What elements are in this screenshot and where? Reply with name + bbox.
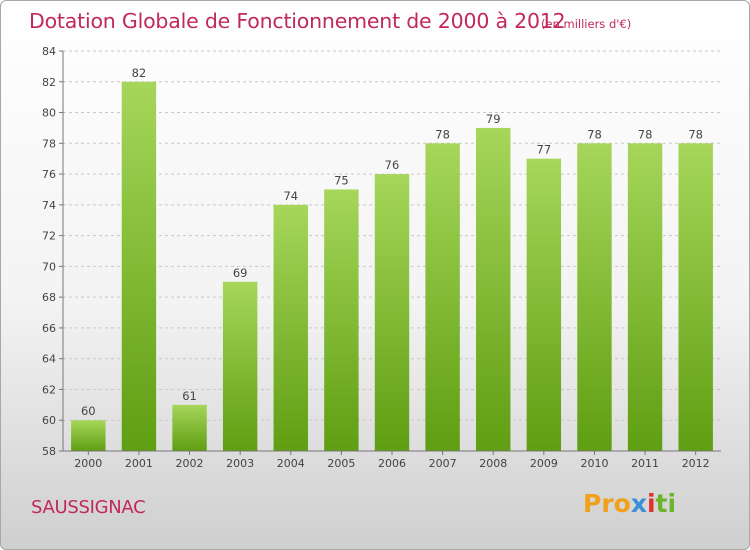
bar: [121, 81, 157, 452]
chart-title: Dotation Globale de Fonctionnement de 20…: [29, 9, 566, 33]
bar: [273, 204, 308, 451]
x-tick-label: 2012: [682, 457, 710, 470]
bar: [71, 420, 106, 451]
bar: [222, 281, 258, 451]
y-tick-label: 76: [42, 168, 56, 181]
bar: [425, 143, 460, 452]
data-label: 69: [233, 266, 248, 280]
logo-part-3: i: [646, 489, 656, 518]
data-label: 74: [283, 189, 298, 203]
y-tick-label: 58: [42, 445, 56, 458]
data-label: 78: [587, 127, 602, 141]
data-label: 78: [435, 127, 450, 141]
bar: [526, 158, 562, 451]
y-tick-label: 74: [42, 199, 56, 212]
y-tick-label: 72: [42, 230, 56, 243]
bar: [627, 143, 663, 452]
commune-name: SAUSSIGNAC: [31, 497, 146, 518]
y-tick-label: 60: [42, 414, 56, 427]
data-label: 78: [688, 127, 703, 141]
y-tick-label: 80: [42, 107, 56, 120]
data-label: 76: [385, 158, 400, 172]
x-tick-label: 2004: [277, 457, 305, 470]
x-tick-label: 2003: [226, 457, 254, 470]
data-label: 61: [182, 389, 197, 403]
x-tick-label: 2011: [631, 457, 659, 470]
y-tick-label: 66: [42, 322, 56, 335]
y-tick-label: 70: [42, 260, 56, 273]
data-label: 75: [334, 173, 349, 187]
x-tick-label: 2009: [530, 457, 558, 470]
x-tick-label: 2005: [327, 457, 355, 470]
x-tick-label: 2010: [580, 457, 608, 470]
x-tick-label: 2007: [429, 457, 457, 470]
data-label: 78: [638, 127, 653, 141]
x-tick-label: 2001: [125, 457, 153, 470]
logo-part-2: x: [630, 489, 647, 518]
data-label: 82: [132, 66, 147, 80]
x-tick-label: 2008: [479, 457, 507, 470]
y-tick-label: 84: [42, 45, 56, 58]
bar: [374, 174, 410, 452]
bar: [172, 404, 207, 451]
x-tick-label: 2002: [176, 457, 204, 470]
y-tick-label: 82: [42, 76, 56, 89]
y-tick-label: 62: [42, 383, 56, 396]
data-label: 60: [81, 404, 96, 418]
bar: [324, 189, 359, 451]
x-tick-label: 2006: [378, 457, 406, 470]
y-tick-label: 78: [42, 137, 56, 150]
bar: [476, 127, 511, 451]
bar: [577, 143, 612, 452]
proxiti-logo[interactable]: Proxiti: [583, 489, 676, 518]
y-tick-label: 64: [42, 353, 56, 366]
bar: [678, 143, 713, 452]
x-tick-label: 2000: [74, 457, 102, 470]
logo-part-4: ti: [655, 489, 677, 518]
chart-subtitle: (en milliers d'€): [541, 17, 632, 31]
y-tick-label: 68: [42, 291, 56, 304]
logo-part-1: Pro: [583, 489, 631, 518]
data-label: 77: [537, 143, 552, 157]
data-label: 79: [486, 112, 501, 126]
